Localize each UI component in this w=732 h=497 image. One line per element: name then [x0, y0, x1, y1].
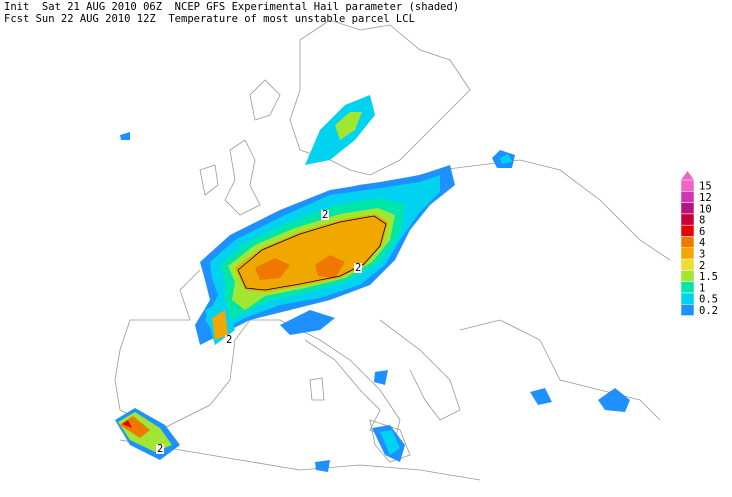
legend-label: 1.5	[699, 271, 718, 283]
legend-swatch	[680, 270, 695, 282]
legend-label: 8	[699, 215, 705, 227]
contour-label: 2	[355, 262, 361, 274]
header-line: Init Sat 21 AUG 2010 06Z NCEP GFS Experi…	[4, 1, 459, 13]
contour-label-bg	[321, 210, 329, 220]
legend-swatch	[680, 292, 695, 305]
legend-swatch	[680, 258, 695, 271]
legend-swatch	[680, 304, 695, 316]
legend-swatch	[680, 202, 695, 215]
legend-swatch	[680, 247, 695, 260]
legend-label: 12	[699, 192, 712, 204]
legend-label: 6	[699, 226, 705, 238]
header-line: Fcst Sun 22 AUG 2010 12Z Temperature of …	[4, 13, 415, 25]
legend-swatch	[680, 281, 695, 294]
legend-swatch	[680, 213, 695, 226]
legend-label: 15	[699, 181, 712, 193]
legend-label: 1	[699, 282, 705, 294]
legend-swatch	[680, 191, 695, 203]
legend-label: 0.5	[699, 294, 718, 306]
legend-swatch	[680, 224, 695, 237]
legend-arrow	[681, 171, 694, 180]
legend-swatch	[680, 236, 695, 249]
contour-label: 2	[322, 209, 328, 221]
legend-label: 3	[699, 248, 705, 260]
contour-labels: 2 2 2 2	[156, 209, 362, 455]
legend-label: 4	[699, 237, 705, 249]
contour-label-bg	[354, 263, 362, 273]
legend-label: 10	[699, 203, 712, 215]
contour-label-bg	[156, 444, 164, 454]
legend-swatch	[680, 179, 695, 192]
legend-label: 0.2	[699, 305, 718, 317]
hail-shading	[115, 95, 630, 472]
contour-label-bg	[225, 335, 233, 345]
contour-label: 2	[157, 443, 163, 455]
contour-label: 2	[226, 334, 232, 346]
legend-label: 2	[699, 260, 705, 272]
